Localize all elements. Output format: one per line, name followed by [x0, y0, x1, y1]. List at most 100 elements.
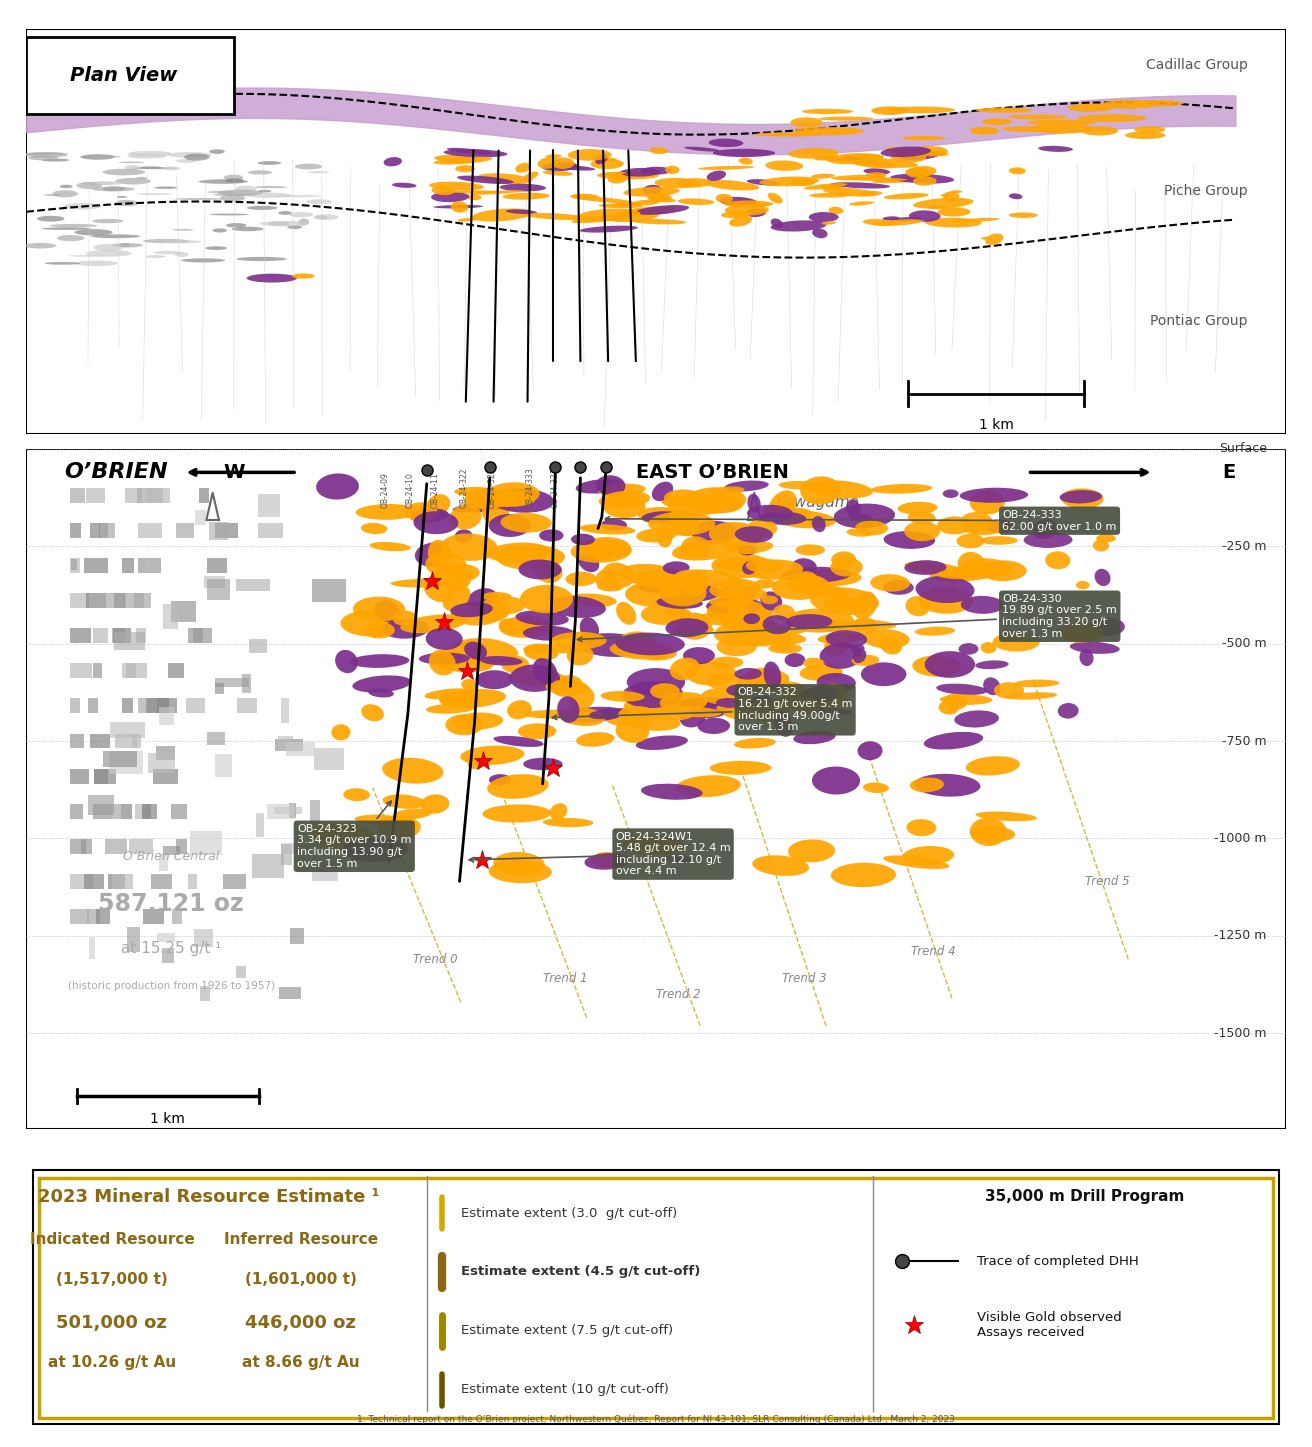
- Ellipse shape: [487, 543, 551, 563]
- Ellipse shape: [581, 537, 631, 560]
- Ellipse shape: [710, 486, 744, 495]
- Ellipse shape: [1077, 114, 1147, 122]
- Bar: [71, 488, 85, 504]
- Bar: [93, 768, 115, 784]
- Ellipse shape: [314, 214, 338, 220]
- Ellipse shape: [970, 818, 1008, 846]
- Ellipse shape: [450, 201, 468, 213]
- Ellipse shape: [610, 174, 622, 181]
- Text: Estimate extent (7.5 g/t cut-off): Estimate extent (7.5 g/t cut-off): [461, 1324, 673, 1337]
- Bar: [159, 854, 168, 871]
- Ellipse shape: [559, 708, 605, 726]
- Ellipse shape: [810, 192, 851, 198]
- Ellipse shape: [914, 774, 980, 797]
- Ellipse shape: [168, 152, 211, 158]
- Ellipse shape: [619, 564, 682, 586]
- Ellipse shape: [615, 719, 649, 742]
- Ellipse shape: [454, 488, 500, 498]
- Ellipse shape: [786, 576, 823, 586]
- Bar: [163, 948, 174, 964]
- Ellipse shape: [851, 161, 899, 168]
- Ellipse shape: [542, 162, 579, 171]
- Bar: [311, 579, 346, 602]
- Ellipse shape: [508, 700, 531, 719]
- Ellipse shape: [119, 243, 130, 247]
- Ellipse shape: [92, 187, 135, 191]
- Ellipse shape: [622, 682, 684, 708]
- Ellipse shape: [350, 654, 409, 669]
- Text: 35,000 m Drill Program: 35,000 m Drill Program: [984, 1189, 1183, 1204]
- Ellipse shape: [441, 534, 497, 561]
- Ellipse shape: [500, 619, 551, 632]
- Text: OB-24-332
16.21 g/t over 5.4 m
including 49.00g/t
over 1.3 m: OB-24-332 16.21 g/t over 5.4 m including…: [552, 687, 853, 732]
- Ellipse shape: [794, 127, 865, 136]
- Bar: [88, 699, 98, 713]
- Ellipse shape: [1008, 114, 1068, 119]
- Ellipse shape: [913, 177, 937, 185]
- Ellipse shape: [737, 546, 757, 556]
- Ellipse shape: [550, 596, 606, 618]
- Bar: [154, 768, 178, 784]
- Bar: [172, 602, 195, 622]
- Ellipse shape: [535, 560, 563, 583]
- Text: OB-24-323: OB-24-323: [488, 467, 497, 508]
- Text: Trend 5: Trend 5: [1085, 875, 1130, 888]
- Ellipse shape: [660, 692, 707, 712]
- Text: E: E: [1223, 463, 1236, 482]
- Bar: [71, 522, 81, 538]
- Ellipse shape: [800, 686, 838, 702]
- Ellipse shape: [432, 191, 468, 203]
- Ellipse shape: [235, 185, 257, 192]
- Bar: [281, 842, 308, 854]
- Ellipse shape: [790, 117, 823, 127]
- Ellipse shape: [558, 696, 580, 724]
- Bar: [236, 579, 270, 592]
- Bar: [194, 929, 213, 946]
- Ellipse shape: [883, 531, 935, 548]
- Ellipse shape: [723, 615, 764, 632]
- Bar: [199, 488, 210, 504]
- Bar: [109, 751, 143, 774]
- Ellipse shape: [625, 582, 681, 606]
- Ellipse shape: [43, 194, 60, 195]
- Text: OB-24-330
19.89 g/t over 2.5 m
including 33.20 g/t
over 1.3 m: OB-24-330 19.89 g/t over 2.5 m including…: [577, 593, 1117, 641]
- Bar: [71, 734, 84, 748]
- Ellipse shape: [1013, 680, 1060, 687]
- Bar: [84, 559, 108, 573]
- Ellipse shape: [884, 580, 913, 595]
- Ellipse shape: [918, 587, 974, 614]
- Bar: [94, 768, 108, 784]
- Ellipse shape: [523, 709, 590, 719]
- Bar: [268, 805, 294, 819]
- Ellipse shape: [340, 611, 401, 637]
- Bar: [91, 734, 109, 748]
- Ellipse shape: [520, 585, 573, 614]
- Ellipse shape: [863, 218, 896, 226]
- Ellipse shape: [745, 560, 803, 580]
- Bar: [71, 559, 80, 573]
- Ellipse shape: [467, 488, 512, 508]
- Ellipse shape: [568, 149, 611, 161]
- Ellipse shape: [907, 819, 937, 836]
- Ellipse shape: [496, 544, 565, 570]
- Ellipse shape: [543, 171, 573, 177]
- Ellipse shape: [443, 149, 508, 158]
- Ellipse shape: [803, 657, 824, 669]
- Ellipse shape: [102, 169, 146, 175]
- Ellipse shape: [691, 521, 737, 544]
- Ellipse shape: [482, 592, 512, 601]
- Ellipse shape: [786, 508, 811, 518]
- Text: W: W: [223, 463, 245, 482]
- Ellipse shape: [761, 592, 782, 611]
- Ellipse shape: [846, 528, 872, 537]
- Ellipse shape: [981, 119, 1012, 124]
- Text: at 10.26 g/t Au: at 10.26 g/t Au: [47, 1356, 176, 1370]
- Bar: [215, 683, 224, 695]
- Bar: [146, 488, 169, 504]
- Bar: [215, 754, 232, 777]
- Ellipse shape: [739, 619, 768, 637]
- Ellipse shape: [677, 612, 712, 640]
- Ellipse shape: [342, 838, 408, 862]
- Text: -500 m: -500 m: [1223, 637, 1267, 650]
- Ellipse shape: [768, 192, 783, 204]
